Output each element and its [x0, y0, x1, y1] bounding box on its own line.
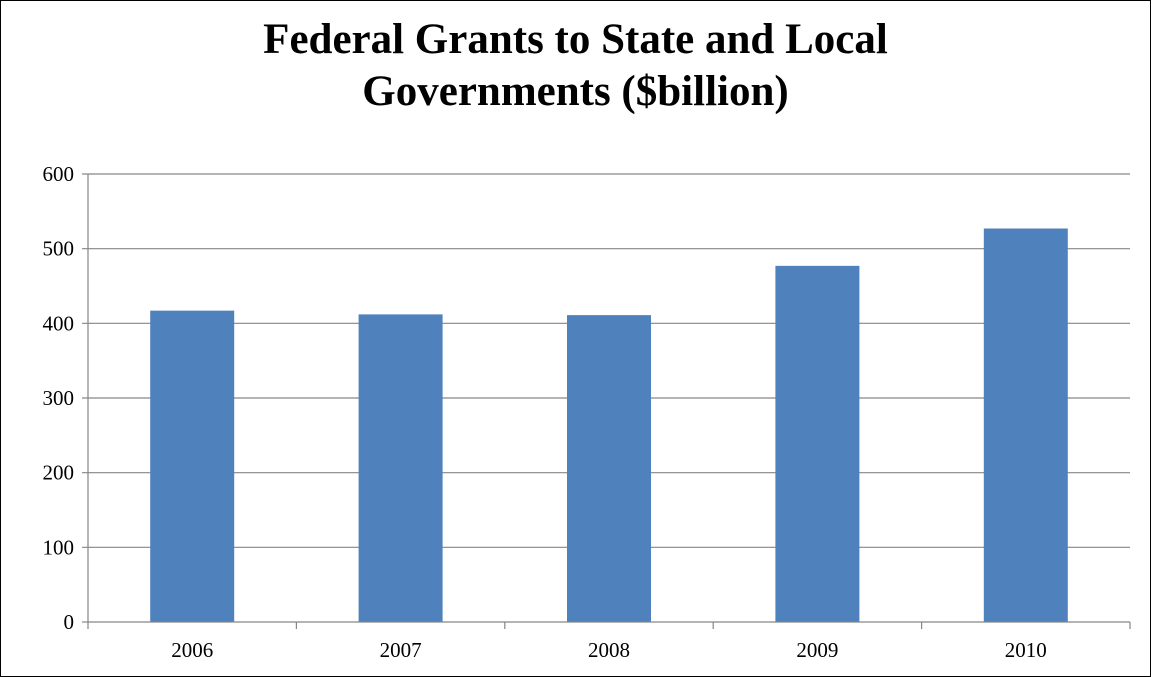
x-tick-label: 2009	[796, 638, 838, 662]
x-tick-label: 2007	[380, 638, 422, 662]
chart-title-line-2: Governments ($billion)	[362, 68, 789, 115]
y-tick-label: 400	[43, 311, 75, 335]
x-tick-label: 2008	[588, 638, 630, 662]
bar-2007	[358, 314, 443, 622]
y-tick-label: 300	[43, 386, 75, 410]
axes	[82, 174, 1131, 629]
bar-2008	[567, 315, 651, 622]
y-tick-label: 600	[43, 162, 75, 186]
bar-2010	[983, 228, 1068, 623]
x-tick-label: 2006	[171, 638, 213, 662]
y-tick-label: 500	[43, 237, 75, 261]
bar-2006	[150, 310, 235, 622]
chart-title: Federal Grants to State and Local Govern…	[0, 14, 1151, 118]
y-tick-label: 0	[64, 610, 75, 634]
bar-2009	[775, 265, 860, 622]
bars	[150, 228, 1068, 623]
x-tick-label: 2010	[1005, 638, 1047, 662]
tick-labels: 0 100 200 300 400 500 600 2006 2007 2008 2009 2010	[43, 162, 1047, 662]
y-tick-label: 100	[43, 535, 75, 559]
y-tick-label: 200	[43, 461, 75, 485]
chart-title-line-1: Federal Grants to State and Local	[263, 16, 888, 63]
